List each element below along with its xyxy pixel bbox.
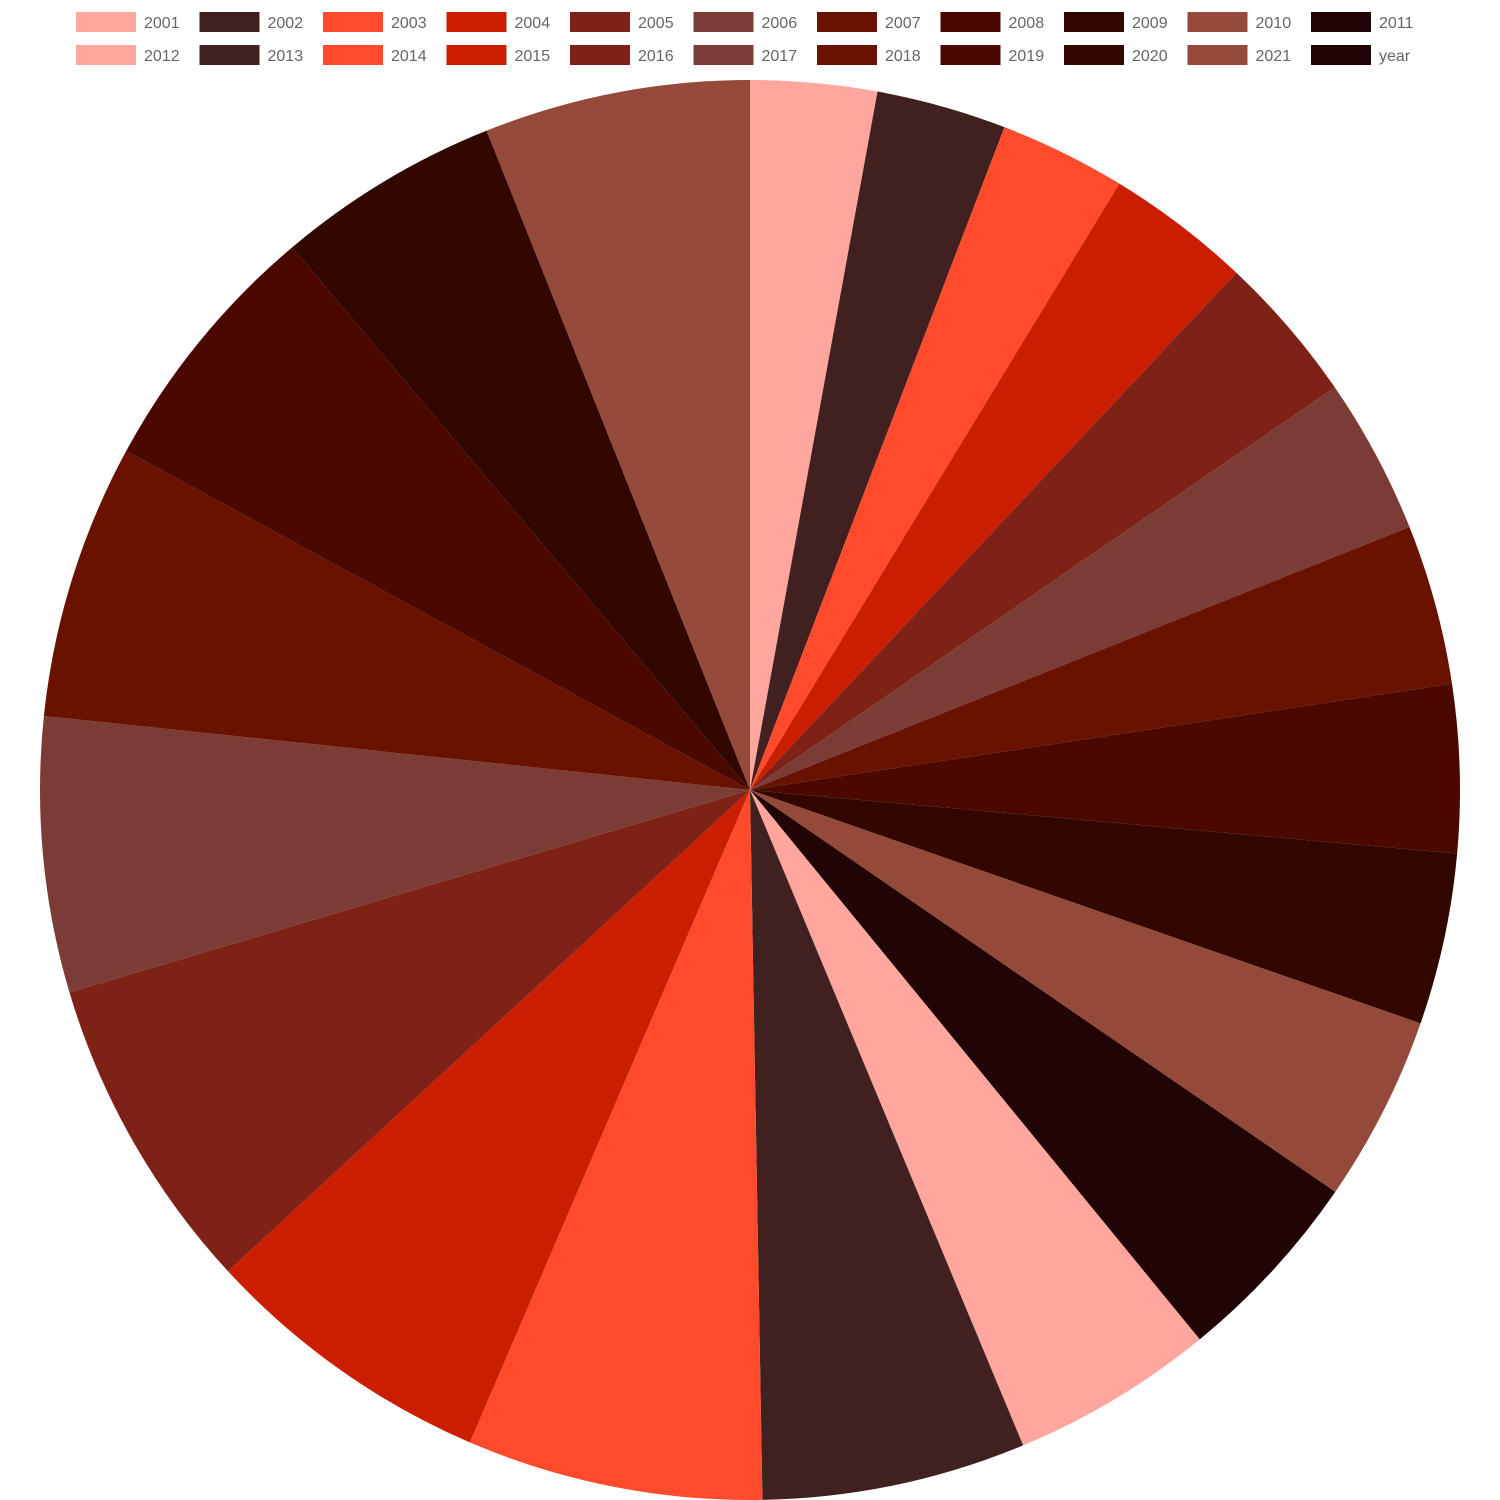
pie-slice-2018[interactable] (43, 450, 751, 790)
legend-swatch-year (1311, 45, 1371, 65)
legend-item-2013[interactable]: 2013 (199, 45, 304, 65)
legend-label-2018: 2018 (885, 48, 921, 65)
pie-slice-2006[interactable] (750, 387, 1410, 790)
legend-swatch-2018 (817, 45, 877, 65)
legend-label-2021: 2021 (1256, 48, 1292, 65)
pie-slice-2007[interactable] (750, 527, 1452, 790)
pie-slice-2014[interactable] (469, 790, 763, 1500)
legend-swatch-2016 (570, 45, 630, 65)
pie-slice-2010[interactable] (750, 790, 1421, 1192)
legend-label-2007: 2007 (885, 15, 921, 32)
legend-item-2011[interactable]: 2011 (1311, 12, 1414, 32)
legend-swatch-2017 (693, 45, 754, 65)
pie-slice-2019[interactable] (126, 247, 751, 791)
legend-swatch-2013 (199, 45, 260, 65)
legend-label-2014: 2014 (391, 48, 427, 65)
legend-label-2010: 2010 (1256, 15, 1292, 32)
legend-item-2001[interactable]: 2001 (76, 12, 180, 32)
legend-swatch-2009 (1064, 12, 1124, 32)
legend-label-2004: 2004 (515, 15, 551, 32)
legend-label-2016: 2016 (638, 48, 674, 65)
pie-slice-2002[interactable] (750, 91, 1005, 791)
legend-item-2019[interactable]: 2019 (940, 45, 1045, 65)
pie-slice-2009[interactable] (750, 790, 1458, 1024)
legend-swatch-2015 (446, 45, 507, 65)
legend-label-2008: 2008 (1009, 15, 1045, 32)
legend-swatch-2006 (693, 12, 754, 32)
legend-label-2005: 2005 (638, 15, 674, 32)
legend-item-2012[interactable]: 2012 (76, 45, 180, 65)
legend-item-2014[interactable]: 2014 (323, 45, 427, 65)
pie-slice-2021[interactable] (486, 80, 750, 790)
legend-label-2020: 2020 (1132, 48, 1168, 65)
legend-item-2010[interactable]: 2010 (1187, 12, 1292, 32)
legend-item-2003[interactable]: 2003 (323, 12, 427, 32)
legend-item-year[interactable]: year (1311, 45, 1411, 65)
legend-label-2009: 2009 (1132, 15, 1168, 32)
legend-label-2019: 2019 (1009, 48, 1045, 65)
legend-label-2013: 2013 (268, 48, 304, 65)
legend-swatch-2021 (1187, 45, 1248, 65)
legend-swatch-2005 (570, 12, 630, 32)
legend-swatch-2010 (1187, 12, 1248, 32)
legend-item-2018[interactable]: 2018 (817, 45, 921, 65)
legend-label-year: year (1379, 48, 1411, 65)
legend-item-2005[interactable]: 2005 (570, 12, 674, 32)
legend-item-2020[interactable]: 2020 (1064, 45, 1168, 65)
pie-slice-2013[interactable] (750, 790, 1024, 1500)
legend-swatch-2011 (1311, 12, 1371, 32)
legend-label-2017: 2017 (762, 48, 798, 65)
legend-label-2015: 2015 (515, 48, 551, 65)
pie-slice-2020[interactable] (292, 130, 750, 790)
pie-slice-2008[interactable] (750, 683, 1461, 854)
pie-slice-2017[interactable] (39, 715, 751, 993)
legend-swatch-2004 (446, 12, 507, 32)
legend-item-2015[interactable]: 2015 (446, 45, 551, 65)
legend-item-2006[interactable]: 2006 (693, 12, 798, 32)
pie-slice-2001[interactable] (750, 80, 878, 790)
legend-item-2017[interactable]: 2017 (693, 45, 798, 65)
pie-slice-2011[interactable] (750, 790, 1336, 1340)
legend-item-2009[interactable]: 2009 (1064, 12, 1168, 32)
legend-swatch-2007 (817, 12, 877, 32)
legend-swatch-2019 (940, 45, 1001, 65)
pie-slices (39, 80, 1461, 1500)
pie-slice-2004[interactable] (750, 183, 1237, 791)
legend-label-2001: 2001 (144, 15, 180, 32)
legend-swatch-2012 (76, 45, 136, 65)
legend: 2001 2002 2003 2004 2005 2006 2007 2008 2009 2010… (76, 12, 1414, 65)
legend-item-2008[interactable]: 2008 (940, 12, 1045, 32)
legend-item-2021[interactable]: 2021 (1187, 45, 1292, 65)
legend-item-2007[interactable]: 2007 (817, 12, 921, 32)
legend-swatch-2014 (323, 45, 383, 65)
legend-swatch-2003 (323, 12, 383, 32)
legend-swatch-2002 (199, 12, 260, 32)
legend-item-2016[interactable]: 2016 (570, 45, 674, 65)
pie-slice-2015[interactable] (227, 790, 750, 1443)
pie-slice-2016[interactable] (69, 790, 750, 1272)
legend-swatch-2020 (1064, 45, 1124, 65)
pie-slice-2005[interactable] (750, 272, 1335, 790)
legend-label-2011: 2011 (1379, 15, 1414, 32)
pie-slice-2003[interactable] (750, 127, 1120, 791)
pie-slice-2012[interactable] (750, 790, 1200, 1446)
legend-label-2003: 2003 (391, 15, 427, 32)
legend-item-2004[interactable]: 2004 (446, 12, 551, 32)
legend-swatch-2008 (940, 12, 1001, 32)
legend-item-2002[interactable]: 2002 (199, 12, 304, 32)
legend-label-2012: 2012 (144, 48, 180, 65)
legend-label-2006: 2006 (762, 15, 798, 32)
legend-label-2002: 2002 (268, 15, 304, 32)
legend-swatch-2001 (76, 12, 136, 32)
